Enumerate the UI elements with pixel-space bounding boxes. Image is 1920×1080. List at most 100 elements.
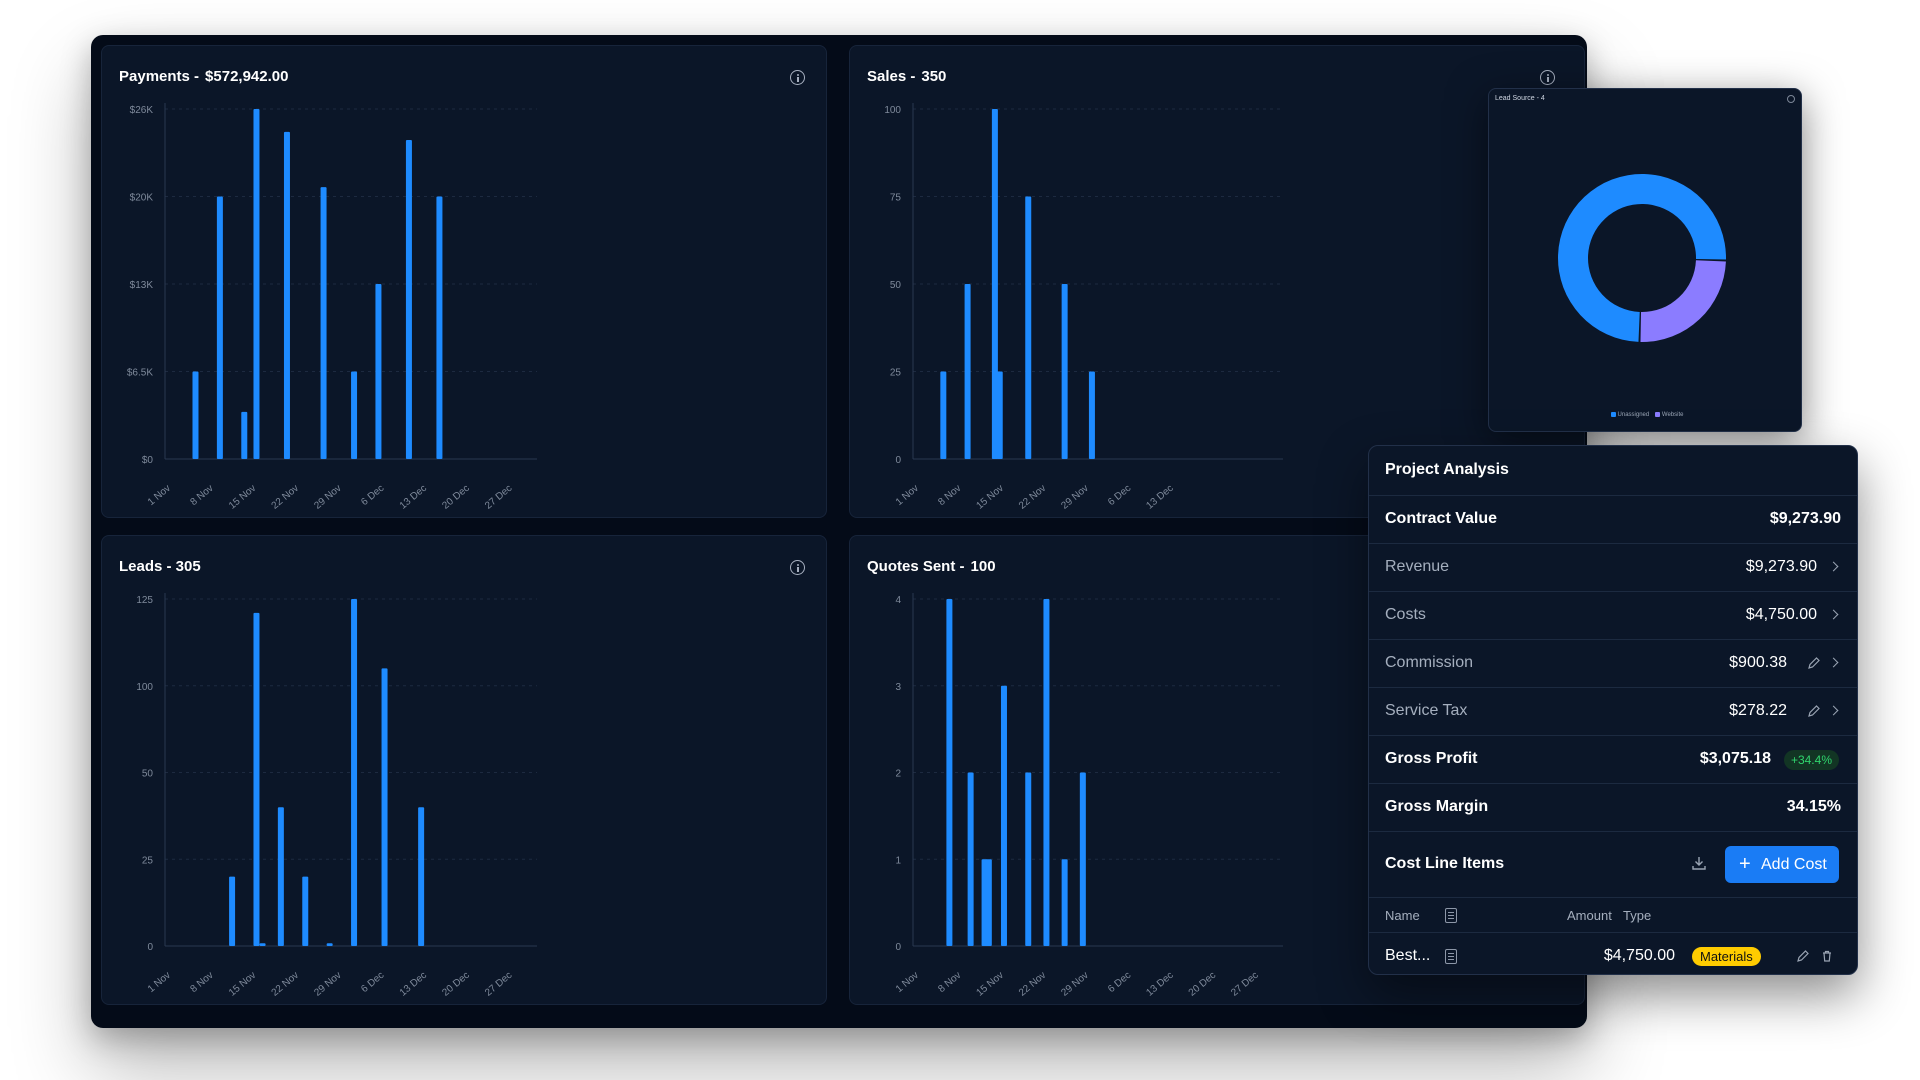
bar[interactable]	[253, 612, 260, 946]
gross-profit-row: Gross Profit $3,075.18 +34.4%	[1369, 736, 1857, 784]
pencil-icon[interactable]	[1807, 704, 1821, 718]
revenue-amount: $9,273.90	[1745, 558, 1817, 575]
donut-slice-unassigned[interactable]	[1558, 174, 1726, 342]
bar[interactable]	[326, 943, 333, 946]
costs-row[interactable]: Costs $4,750.00	[1369, 592, 1857, 640]
legend-website[interactable]: Website	[1661, 412, 1684, 418]
bar[interactable]	[991, 109, 998, 459]
payments-title-label: Payments -	[119, 68, 200, 85]
download-icon[interactable]	[1690, 854, 1708, 872]
project-analysis-panel: Project Analysis Contract Value $9,273.9…	[1368, 445, 1858, 975]
bar[interactable]	[192, 371, 199, 460]
chevron-right-icon[interactable]	[1828, 705, 1839, 716]
y-tick-label: $6.5K	[127, 368, 153, 379]
bar[interactable]	[1061, 284, 1068, 459]
cost-items-table-header: Name Amount Type	[1369, 898, 1857, 933]
legend-swatch-website	[1654, 412, 1660, 417]
costs-label: Costs	[1385, 606, 1426, 623]
bar[interactable]	[1079, 772, 1086, 947]
bar[interactable]	[229, 876, 236, 946]
x-tick-label: 6 Dec	[1106, 483, 1133, 508]
quotes-title-label: Quotes Sent -	[867, 558, 965, 575]
y-tick-label: 50	[142, 769, 154, 780]
bar[interactable]	[253, 109, 260, 459]
bar[interactable]	[1043, 599, 1050, 946]
bar[interactable]	[946, 599, 953, 946]
bar[interactable]	[405, 139, 412, 459]
bar[interactable]	[216, 196, 223, 460]
bar[interactable]	[940, 371, 947, 460]
bar[interactable]	[1088, 371, 1095, 460]
bar[interactable]	[320, 187, 327, 460]
info-icon[interactable]	[790, 560, 805, 575]
bar[interactable]	[964, 284, 971, 459]
x-tick-label: 13 Dec	[1144, 483, 1175, 512]
document-icon[interactable]	[1445, 908, 1457, 923]
sales-card: Sales - 350 0 25 50 75 100 1 Nov 8 Nov 15 Nov 22 …	[849, 45, 1585, 518]
bar[interactable]	[1000, 685, 1007, 946]
bar[interactable]	[277, 807, 284, 946]
column-name[interactable]: Name	[1385, 908, 1420, 923]
bar[interactable]	[351, 371, 358, 460]
info-icon[interactable]	[790, 70, 805, 85]
bar[interactable]	[381, 668, 388, 946]
cost-line-items-title: Cost Line Items	[1385, 855, 1505, 872]
leads-title-label: Leads - 305	[119, 558, 201, 575]
y-tick-label: 25	[142, 855, 154, 866]
table-row[interactable]: Best... $4,750.00 Materials	[1369, 933, 1857, 974]
bar[interactable]	[436, 196, 443, 460]
add-cost-button[interactable]: + Add Cost	[1725, 846, 1839, 883]
bar[interactable]	[967, 772, 974, 947]
item-name: Best...	[1385, 947, 1431, 964]
sales-total: 350	[921, 68, 947, 85]
bar[interactable]	[996, 371, 1003, 460]
add-cost-label: Add Cost	[1761, 856, 1827, 873]
leads-chart: 0 25 50 100 125 1 Nov 8 Nov 15 Nov 22 Nov 29 Nov 6…	[136, 593, 537, 999]
bar[interactable]	[418, 807, 425, 946]
column-type[interactable]: Type	[1623, 908, 1652, 923]
info-icon[interactable]	[1540, 70, 1555, 85]
x-tick-label: 15 Nov	[227, 970, 258, 999]
x-tick-label: 6 Dec	[1106, 970, 1133, 995]
bar[interactable]	[1025, 772, 1032, 947]
x-tick-label: 20 Dec	[440, 970, 471, 999]
x-tick-label: 8 Nov	[189, 483, 216, 508]
chevron-right-icon[interactable]	[1828, 561, 1839, 572]
x-tick-label: 1 Nov	[894, 483, 921, 508]
commission-row[interactable]: Commission $900.38	[1369, 640, 1857, 688]
y-tick-label: 0	[147, 942, 153, 953]
x-tick-label: 8 Nov	[936, 970, 963, 995]
x-tick-label: 6 Dec	[359, 483, 386, 508]
bar[interactable]	[1061, 859, 1068, 946]
bar[interactable]	[302, 876, 309, 946]
dashboard: Payments - $572,942.00 $0 $6.5K $13K $20K $26…	[91, 35, 1587, 1028]
sales-title: Sales - 350	[867, 68, 946, 85]
project-analysis-header: Project Analysis	[1369, 446, 1857, 496]
trash-icon[interactable]	[1820, 949, 1834, 963]
column-amount[interactable]: Amount	[1567, 908, 1612, 923]
pencil-icon[interactable]	[1796, 949, 1810, 963]
x-tick-label: 15 Nov	[975, 483, 1006, 512]
chevron-right-icon[interactable]	[1828, 657, 1839, 668]
payments-chart: $0 $6.5K $13K $20K $26K 1 Nov 8 Nov 15 Nov 22 No…	[127, 103, 537, 512]
bar[interactable]	[241, 411, 248, 459]
bar[interactable]	[351, 599, 358, 946]
revenue-label: Revenue	[1385, 558, 1450, 575]
bar[interactable]	[985, 859, 992, 946]
legend-unassigned[interactable]: Unassigned	[1617, 412, 1650, 418]
x-tick-label: 27 Dec	[483, 970, 514, 999]
bar[interactable]	[375, 284, 382, 459]
info-icon[interactable]	[1787, 95, 1795, 103]
donut-slice-website[interactable]	[1640, 260, 1726, 342]
costs-amount: $4,750.00	[1745, 606, 1817, 623]
y-tick-label: 0	[895, 942, 901, 953]
service-tax-row[interactable]: Service Tax $278.22	[1369, 688, 1857, 736]
revenue-row[interactable]: Revenue $9,273.90	[1369, 544, 1857, 592]
chevron-right-icon[interactable]	[1828, 609, 1839, 620]
pencil-icon[interactable]	[1807, 656, 1821, 670]
bar[interactable]	[283, 131, 290, 459]
bar[interactable]	[259, 943, 266, 946]
x-tick-label: 1 Nov	[894, 970, 921, 995]
bar[interactable]	[1025, 196, 1032, 460]
document-icon[interactable]	[1445, 949, 1457, 964]
